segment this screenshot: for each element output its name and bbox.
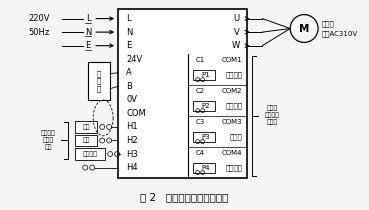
Text: P4: P4 [201,165,210,171]
Text: L: L [86,14,90,23]
Text: 中速关门: 中速关门 [83,151,98,157]
Text: N: N [85,28,92,37]
Text: E: E [126,41,131,50]
Text: 门故障: 门故障 [230,133,242,140]
Text: 关门: 关门 [83,124,90,130]
Text: 关门到位: 关门到位 [225,71,242,78]
Text: 220V: 220V [28,14,50,23]
Text: 0V: 0V [126,95,137,104]
Text: 编
码
器: 编 码 器 [97,70,101,92]
Bar [193,70,215,80]
Text: 电动机: 电动机 [322,20,335,27]
Text: H4: H4 [126,163,138,172]
Text: H2: H2 [126,136,138,145]
Text: P1: P1 [201,72,210,78]
Text: C1: C1 [196,57,205,63]
Bar [193,101,215,111]
Text: U: U [233,14,239,23]
Text: COM: COM [126,109,146,118]
Text: 24V: 24V [126,55,142,64]
Bar [75,135,97,146]
Text: COM3: COM3 [222,119,242,125]
Text: H1: H1 [126,122,138,131]
Text: C4: C4 [196,150,205,156]
Text: N: N [126,28,132,37]
Text: W: W [231,41,239,50]
Text: 出厂设定
可自由
定义: 出厂设定 可自由 定义 [41,131,56,150]
Text: 图 2   门机变频器系统接线图: 图 2 门机变频器系统接线图 [139,192,228,202]
Text: E: E [86,41,91,50]
Bar [75,121,97,133]
Text: B: B [126,82,132,91]
Text: COM1: COM1 [222,57,242,63]
Bar [193,163,215,173]
Text: M: M [299,24,309,34]
Text: 系统故障: 系统故障 [225,164,242,171]
Text: 50Hz: 50Hz [28,28,50,37]
Bar [88,62,110,100]
Text: 三相AC310V: 三相AC310V [322,30,358,37]
Text: H3: H3 [126,150,138,159]
Text: L: L [126,14,131,23]
Bar [118,9,248,177]
Text: 继电器
接点输出
可定义: 继电器 接点输出 可定义 [265,106,280,125]
Text: COM4: COM4 [222,150,242,156]
Bar [75,148,105,160]
Bar [193,132,215,142]
Text: C3: C3 [196,119,205,125]
Text: V: V [234,28,239,37]
Text: COM2: COM2 [222,88,242,94]
Text: P3: P3 [201,134,210,140]
Text: P2: P2 [201,103,210,109]
Text: A: A [126,68,132,77]
Text: 开门: 开门 [83,138,90,143]
Text: 开门到位: 开门到位 [225,102,242,109]
Text: C2: C2 [196,88,205,94]
